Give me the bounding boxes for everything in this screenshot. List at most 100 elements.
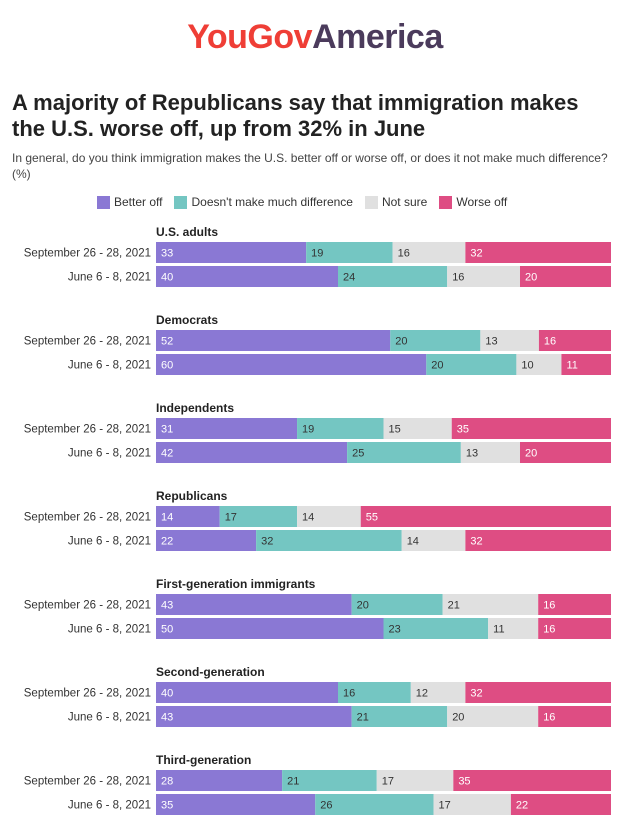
bar-value-label: 16 <box>343 687 355 699</box>
group-label: Independents <box>156 401 234 415</box>
bar-value-label: 25 <box>352 447 364 459</box>
bar-segment-worse-off <box>538 706 611 727</box>
logo-america-text: America <box>312 18 443 56</box>
bar-segment-no-difference <box>351 706 448 727</box>
bar-segment-not-sure <box>297 506 361 527</box>
chart-title: A majority of Republicans say that immig… <box>12 90 579 141</box>
bar-segment-worse-off <box>538 330 611 351</box>
period-label: September 26 - 28, 2021 <box>24 688 151 700</box>
bar-segment-no-difference <box>256 530 402 551</box>
period-label: June 6 - 8, 2021 <box>68 624 151 636</box>
bar-segment-worse-off <box>465 242 611 263</box>
bar-value-label: 11 <box>566 359 577 371</box>
bar-value-label: 26 <box>320 799 332 811</box>
legend-label-not-sure: Not sure <box>381 195 428 209</box>
legend: Better off Doesn't make much difference … <box>97 195 507 209</box>
bar-segment-no-difference <box>338 266 448 287</box>
bar-segment-not-sure <box>480 330 539 351</box>
group-label: Third-generation <box>156 753 251 767</box>
bar-value-label: 42 <box>161 447 173 459</box>
bar-segment-better-off <box>156 330 391 351</box>
bar-value-label: 21 <box>287 775 299 787</box>
bar-segment-not-sure <box>447 706 539 727</box>
legend-swatch-better-off <box>97 195 110 209</box>
yougov-america-logo: YouGovAmerica <box>0 18 630 57</box>
bar-value-label: 16 <box>543 711 555 723</box>
bar-segment-worse-off <box>561 354 611 375</box>
bar-segment-worse-off <box>520 442 611 463</box>
period-label: September 26 - 28, 2021 <box>24 776 151 788</box>
bar-value-label: 43 <box>161 711 173 723</box>
bar-value-label: 50 <box>161 623 173 635</box>
bar-segment-not-sure <box>447 266 520 287</box>
bar-segment-not-sure <box>460 442 520 463</box>
bar-segment-better-off <box>156 354 427 375</box>
bar-segment-no-difference <box>351 594 443 615</box>
bar-value-label: 35 <box>161 799 173 811</box>
period-label: June 6 - 8, 2021 <box>68 360 151 372</box>
bar-value-label: 11 <box>493 623 504 635</box>
bar-segment-no-difference <box>315 794 434 815</box>
bar-value-label: 31 <box>161 423 173 435</box>
bar-segment-better-off <box>156 442 348 463</box>
bar-value-label: 17 <box>439 799 451 811</box>
bar-value-label: 12 <box>416 687 428 699</box>
bar-segment-not-sure <box>516 354 562 375</box>
bar-value-label: 52 <box>161 335 173 347</box>
bar-segment-no-difference <box>219 506 298 527</box>
legend-item-not-sure: Not sure <box>364 195 428 209</box>
bar-value-label: 22 <box>516 799 528 811</box>
bar-value-label: 19 <box>311 247 323 259</box>
bar-value-label: 13 <box>485 335 497 347</box>
bar-value-label: 21 <box>357 711 369 723</box>
bar-segment-no-difference <box>426 354 517 375</box>
bar-value-label: 17 <box>382 775 394 787</box>
bar-value-label: 14 <box>302 511 314 523</box>
bar-segment-better-off <box>156 770 283 791</box>
bar-segment-worse-off <box>538 618 611 639</box>
group-label: Democrats <box>156 313 218 327</box>
period-label: June 6 - 8, 2021 <box>68 712 151 724</box>
bar-value-label: 40 <box>161 271 173 283</box>
group-label: Second-generation <box>156 665 265 679</box>
bar-value-label: 43 <box>161 599 173 611</box>
period-label: June 6 - 8, 2021 <box>68 448 151 460</box>
bar-segment-worse-off <box>510 794 611 815</box>
bar-value-label: 20 <box>525 271 537 283</box>
period-label: September 26 - 28, 2021 <box>24 512 151 524</box>
bar-segment-worse-off <box>465 682 611 703</box>
bar-segment-better-off <box>156 618 384 639</box>
bar-segment-no-difference <box>297 418 384 439</box>
bar-value-label: 16 <box>544 335 556 347</box>
legend-label-better-off: Better off <box>114 195 163 209</box>
bar-value-label: 16 <box>543 623 555 635</box>
bar-segment-better-off <box>156 418 298 439</box>
bar-value-label: 21 <box>448 599 460 611</box>
period-label: September 26 - 28, 2021 <box>24 600 151 612</box>
period-label: September 26 - 28, 2021 <box>24 248 151 260</box>
bar-segment-better-off <box>156 594 352 615</box>
bar-value-label: 60 <box>161 359 173 371</box>
bar-value-label: 23 <box>389 623 401 635</box>
bar-value-label: 55 <box>366 511 378 523</box>
bar-segment-no-difference <box>338 682 411 703</box>
bar-value-label: 32 <box>470 687 482 699</box>
legend-item-better-off: Better off <box>97 195 162 209</box>
group-label: Republicans <box>156 489 228 503</box>
bar-segment-not-sure <box>488 618 539 639</box>
bar-segment-no-difference <box>306 242 393 263</box>
bar-value-label: 10 <box>521 359 533 371</box>
period-label: June 6 - 8, 2021 <box>68 272 151 284</box>
bar-value-label: 32 <box>261 535 273 547</box>
bar-value-label: 35 <box>457 423 469 435</box>
bar-segment-not-sure <box>433 794 511 815</box>
period-label: June 6 - 8, 2021 <box>68 800 151 812</box>
period-label: June 6 - 8, 2021 <box>68 536 151 548</box>
bar-segment-better-off <box>156 266 338 287</box>
bar-value-label: 28 <box>161 775 173 787</box>
bar-value-label: 14 <box>407 535 419 547</box>
bar-value-label: 16 <box>452 271 464 283</box>
group-label: U.S. adults <box>156 225 218 239</box>
bar-segment-not-sure <box>410 682 466 703</box>
